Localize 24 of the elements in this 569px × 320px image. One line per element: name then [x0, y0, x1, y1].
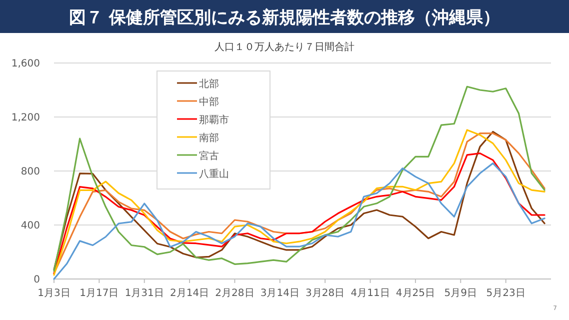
chart-subtitle: 人口１０万人あたり７日間合計 [214, 41, 354, 53]
x-tick-label: 3月28日 [306, 288, 345, 299]
x-tick-label: 1月3日 [38, 288, 70, 299]
x-tick-label: 3月14日 [260, 288, 300, 299]
legend-label: 八重山 [199, 168, 229, 180]
y-tick-label: 800 [20, 166, 40, 178]
legend-label: 中部 [199, 96, 219, 108]
x-tick-label: 2月14日 [170, 288, 210, 299]
y-tick-label: 0 [34, 274, 40, 286]
legend-label: 南部 [199, 132, 219, 144]
x-tick-label: 5月23日 [486, 288, 526, 299]
chart-title: 図７ 保健所管区別にみる新規陽性者数の推移（沖縄県） [69, 8, 500, 28]
y-tick-label: 1,600 [11, 58, 40, 70]
y-tick-label: 1,200 [11, 112, 40, 124]
x-tick-label: 1月17日 [80, 288, 119, 299]
x-tick-label: 1月31日 [124, 288, 164, 299]
legend-label: 宮古 [199, 150, 219, 162]
legend-label: 北部 [199, 78, 219, 90]
x-tick-label: 4月25日 [396, 288, 435, 299]
x-tick-label: 4月11日 [350, 288, 390, 299]
legend-label: 那覇市 [199, 114, 229, 126]
x-tick-label: 2月28日 [215, 288, 254, 299]
x-tick-label: 5月9日 [444, 288, 478, 299]
y-tick-label: 400 [20, 220, 40, 232]
